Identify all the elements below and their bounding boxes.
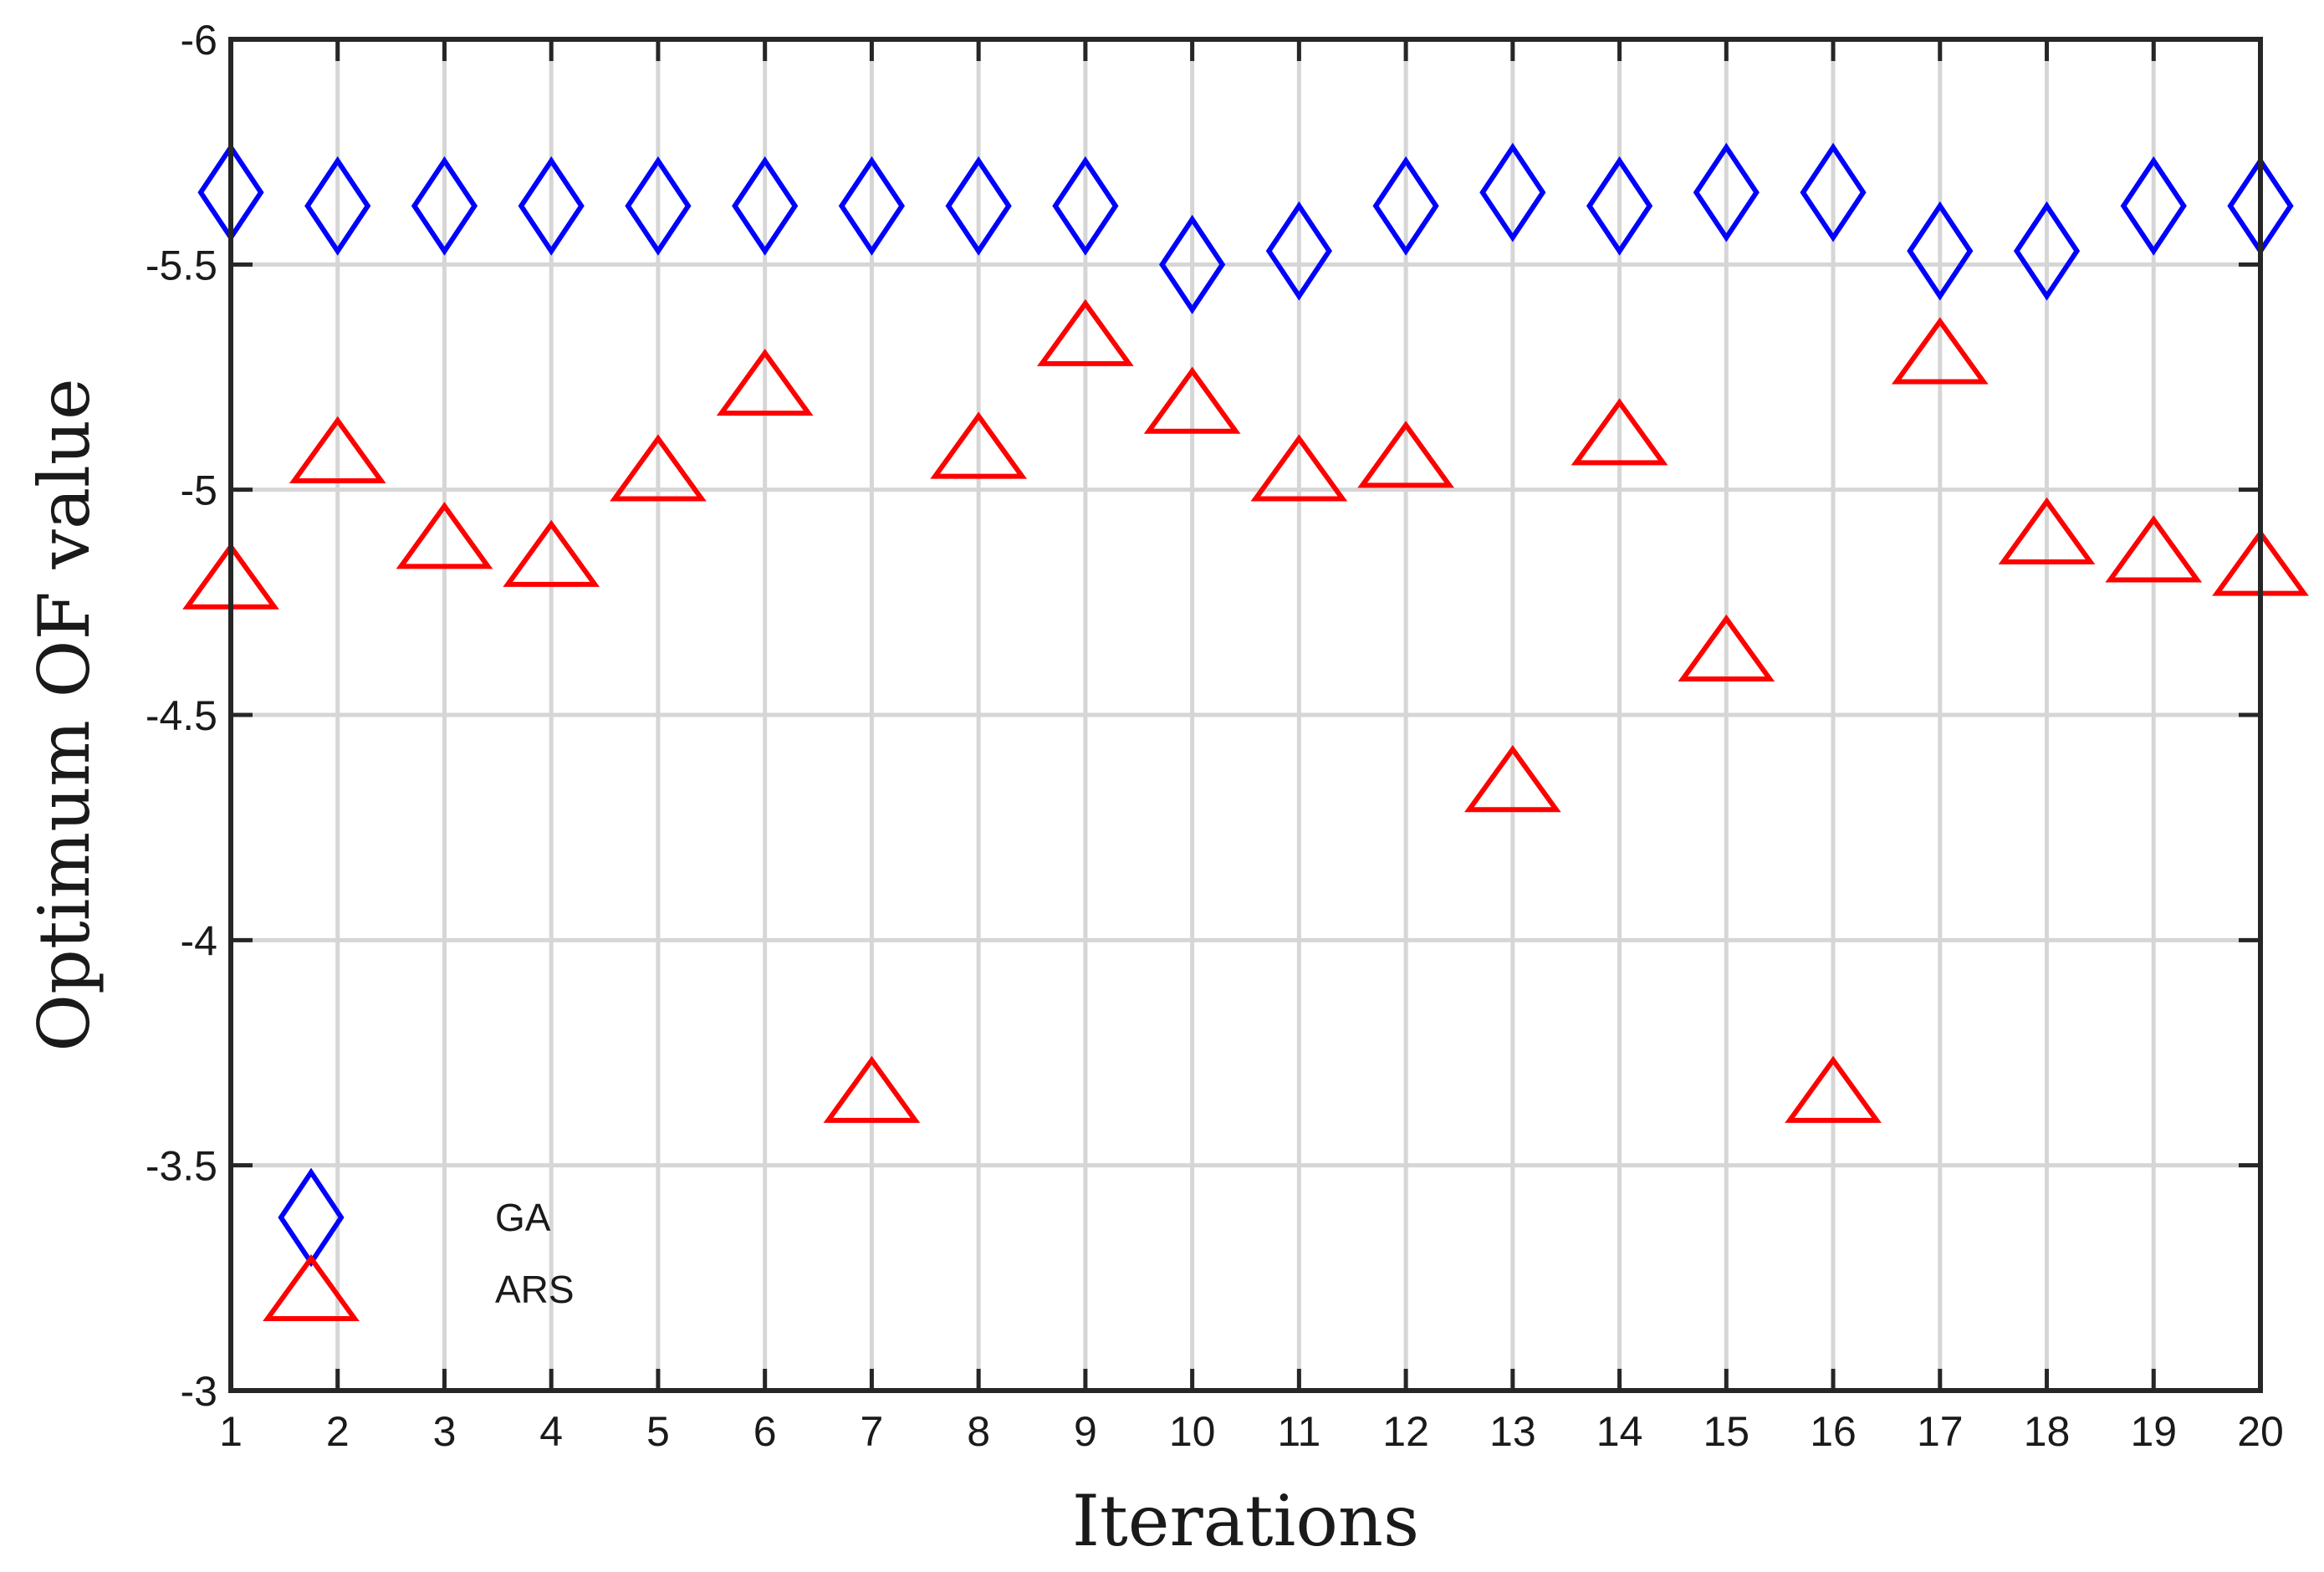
x-axis-title: Iterations <box>1072 1480 1419 1562</box>
ars-point <box>1250 434 1348 502</box>
x-tick-label: 2 <box>326 1408 350 1455</box>
x-tick-label: 9 <box>1074 1408 1097 1455</box>
ga-point <box>945 156 1012 256</box>
x-tick-label: 18 <box>2024 1408 2071 1455</box>
y-tick-label: -3.5 <box>146 1143 217 1190</box>
plot-frame <box>228 37 2263 1393</box>
legend-ga-label: GA <box>495 1196 551 1239</box>
ga-point <box>2120 156 2187 256</box>
x-tick-label: 16 <box>1810 1408 1857 1455</box>
ga-point <box>411 156 478 256</box>
ga-point <box>1159 214 1226 314</box>
ars-point <box>1785 1055 1882 1123</box>
ga-point <box>1479 142 1546 242</box>
ars-point <box>930 411 1028 479</box>
data-markers <box>182 142 2309 1123</box>
y-tick-label: -5.5 <box>146 242 217 288</box>
x-tick-label: 3 <box>433 1408 457 1455</box>
x-tick-label: 13 <box>1489 1408 1536 1455</box>
x-tick-label: 5 <box>646 1408 670 1455</box>
y-tick-label: -3 <box>181 1368 217 1415</box>
ars-point <box>503 519 600 587</box>
x-tick-label: 1 <box>219 1408 243 1455</box>
legend-ars-marker <box>263 1253 360 1322</box>
ars-point <box>1571 398 1668 466</box>
x-tick-label: 11 <box>1277 1408 1320 1455</box>
x-tick-label: 8 <box>967 1408 990 1455</box>
tick-labels: 1 2 3 4 5 6 7 8 9 10 11 12 13 14 15 16 17 18 19 20-6-5.5-5-… <box>146 17 2284 1455</box>
y-tick-label: -4.5 <box>146 692 217 739</box>
ars-point <box>610 434 707 502</box>
ars-point <box>396 502 493 569</box>
ga-point <box>1907 201 1974 301</box>
x-tick-label: 14 <box>1596 1408 1643 1455</box>
legend: GA ARS <box>263 1167 575 1322</box>
ars-point <box>716 349 814 416</box>
ga-point <box>2013 201 2081 301</box>
ga-point <box>1693 142 1760 242</box>
ars-point <box>1143 366 1241 434</box>
ga-point <box>1586 156 1653 256</box>
ars-point <box>823 1055 921 1123</box>
ars-point <box>1678 614 1775 681</box>
ga-point <box>625 156 692 256</box>
ga-point <box>518 156 585 256</box>
ars-point <box>1463 745 1561 813</box>
ga-point <box>1052 156 1119 256</box>
y-axis-title: Optimum OF value <box>23 378 105 1051</box>
x-tick-label: 19 <box>2130 1408 2177 1455</box>
ars-point <box>1357 421 1454 488</box>
y-tick-label: -4 <box>181 917 217 964</box>
ars-point <box>1037 299 1134 366</box>
x-tick-label: 15 <box>1703 1408 1750 1455</box>
ga-point <box>1800 142 1867 242</box>
x-tick-label: 7 <box>861 1408 884 1455</box>
ga-point <box>304 156 371 256</box>
x-tick-label: 20 <box>2237 1408 2284 1455</box>
x-tick-label: 6 <box>753 1408 777 1455</box>
y-tick-label: -5 <box>181 467 217 514</box>
x-tick-label: 10 <box>1169 1408 1216 1455</box>
x-tick-label: 12 <box>1382 1408 1429 1455</box>
ga-point <box>1265 201 1332 301</box>
y-tick-label: -6 <box>181 17 217 64</box>
ars-point <box>2105 515 2203 583</box>
ars-point <box>289 416 386 483</box>
ars-point <box>1891 317 1989 385</box>
x-tick-label: 4 <box>539 1408 563 1455</box>
x-tick-label: 17 <box>1917 1408 1964 1455</box>
ga-point <box>838 156 906 256</box>
ars-point <box>1998 497 2096 564</box>
ga-point <box>732 156 799 256</box>
legend-ars-label: ARS <box>495 1268 575 1311</box>
ga-point <box>1372 156 1439 256</box>
